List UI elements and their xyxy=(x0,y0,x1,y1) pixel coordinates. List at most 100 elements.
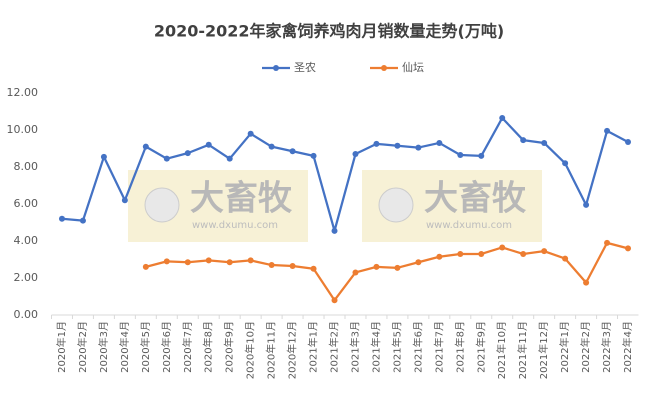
series-line xyxy=(61,116,629,232)
point xyxy=(604,239,611,246)
legend-marker xyxy=(273,65,279,71)
point xyxy=(310,152,317,159)
watermark-1: 大畜牧 www.dxumu.com xyxy=(128,170,308,242)
x-tick-label: 2021年4月 xyxy=(369,321,382,373)
x-tick-label: 2020年8月 xyxy=(202,321,215,373)
x-tick-label: 2021年11月 xyxy=(516,321,529,379)
x-tick-label: 2021年6月 xyxy=(411,321,424,373)
chart-title: 2020-2022年家禽饲养鸡肉月销数量走势(万吨) xyxy=(154,22,504,41)
point xyxy=(604,127,611,134)
legend-marker xyxy=(381,65,387,71)
x-tick-label: 2020年2月 xyxy=(76,321,89,373)
watermark-logo xyxy=(144,187,180,223)
x-tick-label: 2020年5月 xyxy=(139,321,152,373)
point xyxy=(457,250,464,257)
y-tick-label: 8.00 xyxy=(14,160,39,173)
x-tick-label: 2021年1月 xyxy=(307,321,320,373)
x-tick-label: 2021年10月 xyxy=(495,321,508,379)
series-line xyxy=(145,241,629,302)
point xyxy=(100,153,107,160)
x-tick-label: 2022年3月 xyxy=(600,321,613,373)
x-tick-label: 2020年12月 xyxy=(286,321,299,379)
y-tick-label: 12.00 xyxy=(7,86,39,99)
point xyxy=(583,201,590,208)
x-tick-label: 2021年8月 xyxy=(453,321,466,373)
y-tick-label: 10.00 xyxy=(7,123,39,136)
watermark-logo xyxy=(378,187,414,223)
x-tick-label: 2022年4月 xyxy=(621,321,634,373)
point xyxy=(352,269,359,276)
legend-label: 圣农 xyxy=(294,60,316,74)
point xyxy=(247,130,254,137)
point xyxy=(520,250,527,257)
x-tick-label: 2021年2月 xyxy=(328,321,341,373)
point xyxy=(562,255,569,262)
point xyxy=(436,253,443,260)
point xyxy=(457,151,464,158)
point xyxy=(142,143,149,150)
x-tick-label: 2020年11月 xyxy=(265,321,278,379)
point xyxy=(373,140,380,147)
point xyxy=(541,248,548,255)
x-tick-label: 2021年7月 xyxy=(432,321,445,373)
point xyxy=(163,155,170,162)
point xyxy=(625,245,632,252)
point xyxy=(79,217,86,224)
point xyxy=(436,139,443,146)
point xyxy=(142,263,149,270)
x-tick-label: 2022年2月 xyxy=(579,321,592,373)
point xyxy=(289,148,296,155)
point xyxy=(415,144,422,151)
point xyxy=(205,141,212,148)
point xyxy=(478,250,485,257)
point xyxy=(478,152,485,159)
point xyxy=(163,258,170,265)
point xyxy=(625,139,632,146)
x-tick-label: 2021年3月 xyxy=(348,321,361,373)
point xyxy=(226,155,233,162)
point xyxy=(268,262,275,269)
y-tick-label: 2.00 xyxy=(14,271,39,284)
x-tick-label: 2020年4月 xyxy=(118,321,131,373)
watermark-2: 大畜牧 www.dxumu.com xyxy=(362,170,542,242)
point xyxy=(520,137,527,144)
point xyxy=(310,265,317,272)
point xyxy=(499,244,506,251)
point xyxy=(226,259,233,266)
x-tick-label: 2022年1月 xyxy=(558,321,571,373)
point xyxy=(247,257,254,264)
watermark-text: 大畜牧 xyxy=(424,179,527,219)
point xyxy=(184,150,191,157)
y-tick-label: 6.00 xyxy=(14,197,39,210)
x-tick-label: 2020年7月 xyxy=(181,321,194,373)
watermark-url: www.dxumu.com xyxy=(426,220,512,231)
x-tick-label: 2021年12月 xyxy=(537,321,550,379)
point xyxy=(205,257,212,264)
x-tick-label: 2020年6月 xyxy=(160,321,173,373)
point xyxy=(268,143,275,150)
point xyxy=(352,151,359,158)
point xyxy=(58,215,65,222)
x-tick-label: 2020年9月 xyxy=(223,321,236,373)
watermark-text: 大畜牧 xyxy=(190,179,293,219)
point xyxy=(331,297,338,304)
point xyxy=(121,197,128,204)
x-tick-label: 2020年1月 xyxy=(55,321,68,373)
x-tick-label: 2020年10月 xyxy=(244,321,257,379)
x-tick-label: 2020年3月 xyxy=(97,321,110,373)
point xyxy=(541,139,548,146)
watermark-url: www.dxumu.com xyxy=(192,220,278,231)
x-tick-label: 2021年9月 xyxy=(474,321,487,373)
point xyxy=(499,114,506,121)
point xyxy=(373,263,380,270)
x-tick-label: 2021年5月 xyxy=(390,321,403,373)
point xyxy=(184,259,191,266)
point xyxy=(394,142,401,149)
point xyxy=(331,227,338,234)
legend-label: 仙坛 xyxy=(402,61,424,74)
point xyxy=(415,259,422,266)
point xyxy=(394,264,401,271)
point xyxy=(583,279,590,286)
